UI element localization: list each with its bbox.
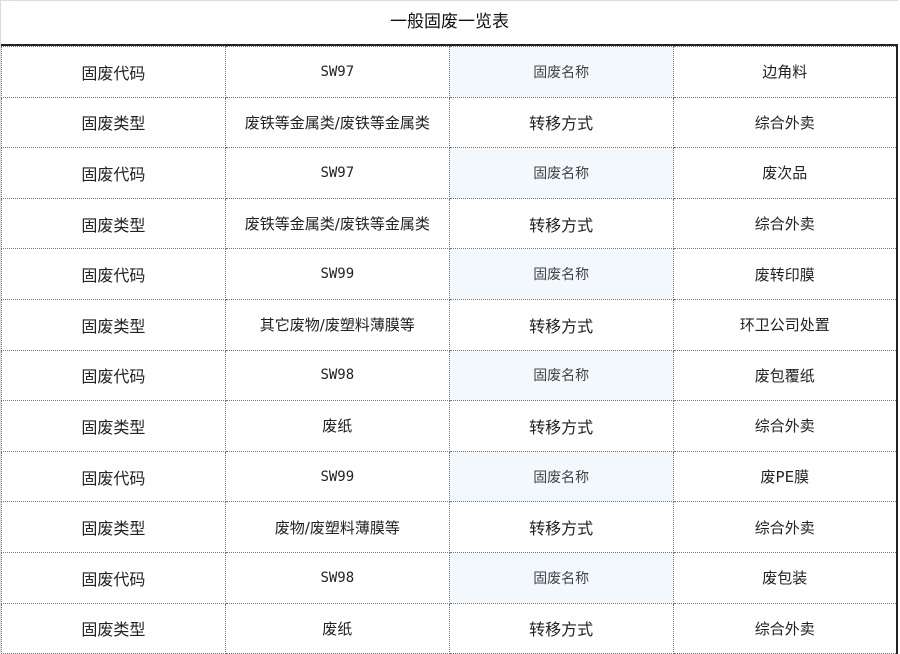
type-value: 废铁等金属类/废铁等金属类 [224,197,450,250]
transfer-value: 综合外卖 [672,197,898,250]
transfer-label: 转移方式 [448,96,674,149]
type-label: 固废类型 [1,602,226,654]
type-value: 废纸 [224,602,450,654]
name-label: 固废名称 [448,450,674,503]
code-value: SW99 [224,450,450,503]
transfer-label: 转移方式 [448,298,674,351]
code-value: SW97 [224,147,450,199]
code-value: SW98 [224,551,450,604]
code-label: 固废代码 [1,248,226,300]
type-value: 废纸 [224,400,450,452]
table-row: 固废类型 废铁等金属类/废铁等金属类 转移方式 综合外卖 [1,197,898,250]
code-label: 固废代码 [1,450,226,503]
name-value: 废包装 [672,551,898,604]
name-value: 废包覆纸 [672,349,898,402]
code-value: SW99 [224,248,450,300]
code-label: 固废代码 [1,551,226,604]
name-label: 固废名称 [448,147,674,199]
code-value: SW98 [224,349,450,402]
type-label: 固废类型 [1,197,226,250]
transfer-label: 转移方式 [448,501,674,553]
page-title: 一般固废一览表 [1,1,898,46]
table-row: 固废代码 SW99 固废名称 废转印膜 [1,248,898,300]
table-row: 固废代码 SW97 固废名称 边角料 [1,46,898,98]
type-value: 其它废物/废塑料薄膜等 [224,298,450,351]
type-label: 固废类型 [1,298,226,351]
transfer-label: 转移方式 [448,400,674,452]
table-row: 固废代码 SW97 固废名称 废次品 [1,147,898,199]
transfer-value: 综合外卖 [672,501,898,553]
transfer-value: 综合外卖 [672,400,898,452]
table-row: 固废类型 废纸 转移方式 综合外卖 [1,602,898,654]
table-row: 固废代码 SW98 固废名称 废包装 [1,551,898,604]
name-value: 边角料 [672,46,898,98]
transfer-value: 综合外卖 [672,602,898,654]
code-label: 固废代码 [1,46,226,98]
transfer-value: 环卫公司处置 [672,298,898,351]
table-row: 固废类型 废纸 转移方式 综合外卖 [1,400,898,452]
type-label: 固废类型 [1,96,226,149]
code-label: 固废代码 [1,147,226,199]
name-label: 固废名称 [448,248,674,300]
table-row: 固废代码 SW99 固废名称 废PE膜 [1,450,898,503]
type-value: 废物/废塑料薄膜等 [224,501,450,553]
name-value: 废次品 [672,147,898,199]
name-value: 废PE膜 [672,450,898,503]
name-label: 固废名称 [448,551,674,604]
transfer-label: 转移方式 [448,602,674,654]
solid-waste-table: 固废代码 SW97 固废名称 边角料 固废类型 废铁等金属类/废铁等金属类 转移方式 综合外卖… [1,46,898,654]
name-label: 固废名称 [448,46,674,98]
transfer-label: 转移方式 [448,197,674,250]
type-value: 废铁等金属类/废铁等金属类 [224,96,450,149]
name-value: 废转印膜 [672,248,898,300]
table-row: 固废代码 SW98 固废名称 废包覆纸 [1,349,898,402]
code-value: SW97 [224,46,450,98]
table-row: 固废类型 废铁等金属类/废铁等金属类 转移方式 综合外卖 [1,96,898,149]
type-label: 固废类型 [1,501,226,553]
name-label: 固废名称 [448,349,674,402]
table-row: 固废类型 废物/废塑料薄膜等 转移方式 综合外卖 [1,501,898,553]
type-label: 固废类型 [1,400,226,452]
transfer-value: 综合外卖 [672,96,898,149]
code-label: 固废代码 [1,349,226,402]
table-row: 固废类型 其它废物/废塑料薄膜等 转移方式 环卫公司处置 [1,298,898,351]
